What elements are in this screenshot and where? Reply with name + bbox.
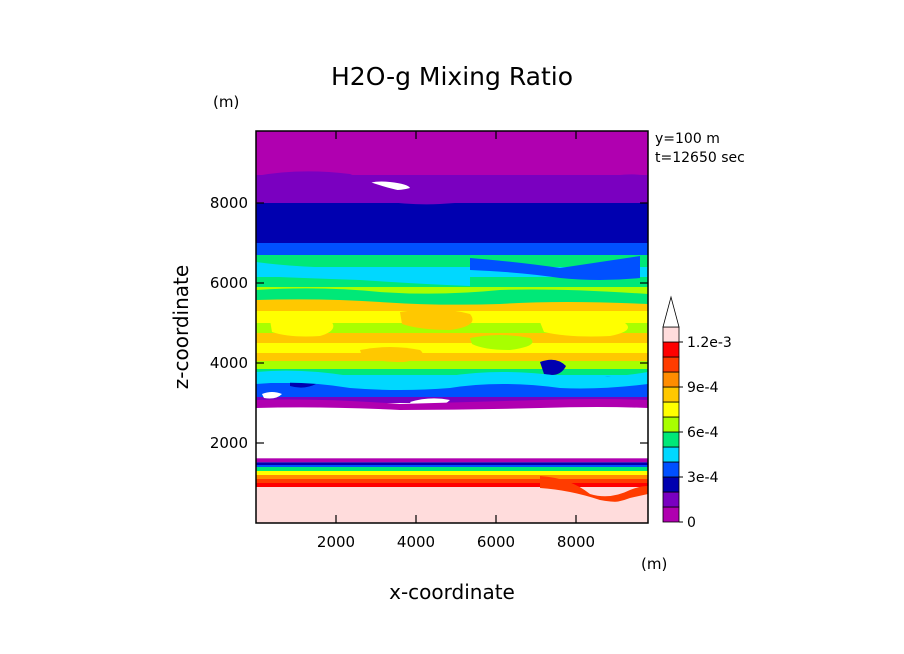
x-tick-label: 6000 [477,533,515,551]
colorbar-swatch [662,446,680,463]
y-tick-label: 2000 [210,434,248,452]
y-tick-label: 8000 [210,194,248,212]
contour-band [256,467,648,471]
lower-contour-dip [540,476,648,502]
colorbar-swatch [662,356,680,373]
blue-spots [290,359,622,388]
y-axis-ticks: 2000 4000 6000 8000 [210,194,648,452]
colorbar-swatch [662,431,680,448]
colorbar-extend-arrow [662,295,680,328]
colorbar: 0 3e-4 6e-4 9e-4 1.2e-3 [662,295,732,531]
annotation-time: t=12650 sec [655,150,745,166]
contour-band [256,353,648,361]
colorbar-tick-label: 6e-4 [687,425,719,441]
colorbar-swatch [662,386,680,403]
contour-band [256,361,648,369]
orange-blotch-a [360,347,423,362]
contour-band [256,479,648,483]
colorbar-swatch [662,401,680,418]
plot-frame [255,130,649,524]
contour-band [256,483,648,487]
y-axis-label: z-coordinate [169,265,193,389]
x-tick-label: 2000 [317,533,355,551]
contour-band [256,397,648,403]
yellow-blotch-c [540,318,628,337]
contour-band [256,471,648,475]
colorbar-tick-label: 3e-4 [687,470,719,486]
x-tick-label: 4000 [397,533,435,551]
plot-area [256,131,648,523]
colorbar-swatch [662,326,680,343]
contour-band [256,403,648,459]
x-unit-label: (m) [641,555,667,573]
contour-band [256,333,648,343]
contour-band [256,131,648,175]
colorbar-swatch [662,476,680,493]
yellow-blotch-a [270,317,334,337]
y-tick-label: 6000 [210,274,248,292]
colorbar-swatch [662,491,680,508]
chart-title: H2O-g Mixing Ratio [331,62,573,91]
contour-texture [256,171,648,523]
colorbar-swatch [662,341,680,358]
dark-wave-upper [256,171,648,205]
colorbar-swatch [662,506,680,523]
contour-band [256,255,648,267]
contour-band [256,243,648,255]
contour-band [256,462,648,465]
colorbar-tick-label: 1.2e-3 [687,335,732,351]
cyan-wave-low [256,370,648,390]
green-lobe-a [256,288,648,305]
x-axis-ticks: 2000 4000 6000 8000 [317,131,595,551]
contour-band [256,458,648,463]
contour-band [256,369,648,375]
y-tick-label: 4000 [210,354,248,372]
colorbar-swatch [662,416,680,433]
contour-band [256,465,648,467]
colorbar-tick-label: 0 [687,515,696,531]
colorbar-swatch [662,371,680,388]
lower-surface-dip [540,490,648,523]
contour-band [256,343,648,353]
yellow-blotch-b [400,309,473,330]
blue-lobe [470,256,640,280]
purple-bottom-edge [256,399,648,410]
x-axis-label: x-coordinate [389,580,515,604]
lime-blotch-a [470,335,533,350]
y-unit-label: (m) [213,93,239,111]
x-tick-label: 8000 [557,533,595,551]
contour-band [256,267,648,277]
colorbar-swatch [662,461,680,478]
contour-band [256,475,648,479]
cyan-lobe-a [256,262,470,286]
annotation-y: y=100 m [655,131,720,147]
navy-wave [420,206,648,236]
colorbar-tick-label: 9e-4 [687,380,719,396]
